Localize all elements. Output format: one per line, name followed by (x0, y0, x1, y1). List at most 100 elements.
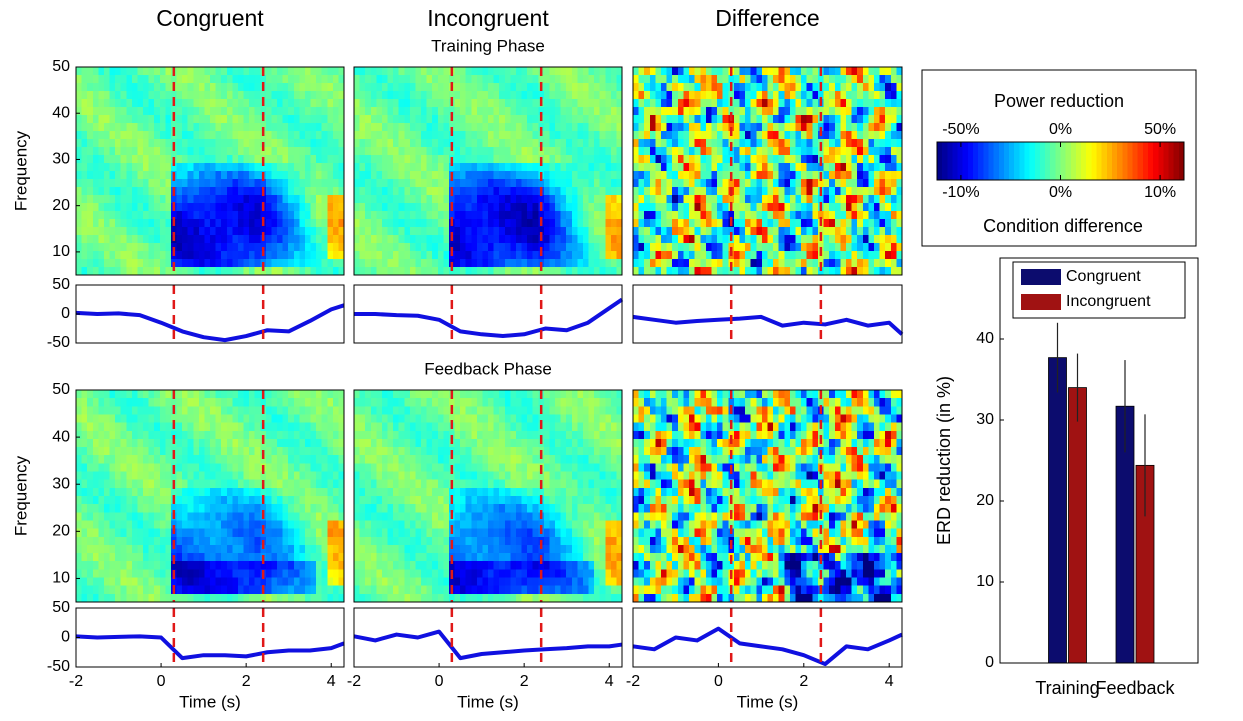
heatmap-cell (566, 107, 572, 116)
heatmap-cell (829, 107, 835, 116)
heatmap-cell (695, 219, 701, 228)
heatmap-cell (365, 179, 371, 188)
heatmap-cell (232, 569, 238, 578)
heatmap-cell (852, 147, 858, 156)
heatmap-cell (227, 235, 233, 244)
heatmap-cell (779, 251, 785, 260)
heatmap-cell (885, 67, 891, 76)
heatmap-cell (393, 235, 399, 244)
heatmap-cell (216, 578, 222, 587)
heatmap-cell (594, 131, 600, 140)
heatmap-cell (305, 488, 311, 497)
heatmap-cell (415, 171, 421, 180)
heatmap-cell (891, 163, 897, 172)
heatmap-cell (661, 251, 667, 260)
heatmap-cell (121, 504, 127, 513)
heatmap-cell (533, 227, 539, 236)
heatmap-cell (288, 496, 294, 505)
heatmap-cell (177, 512, 183, 521)
heatmap-cell (852, 219, 858, 228)
heatmap-cell (177, 115, 183, 124)
heatmap-cell (650, 227, 656, 236)
heatmap-cell (227, 504, 233, 513)
heatmap-cell (93, 496, 99, 505)
heatmap-cell (132, 203, 138, 212)
heatmap-cell (549, 83, 555, 92)
heatmap-cell (835, 179, 841, 188)
heatmap-cell (143, 390, 149, 399)
heatmap-cell (566, 243, 572, 252)
heatmap-cell (768, 267, 774, 276)
heatmap-cell (868, 83, 874, 92)
heatmap-cell (110, 569, 116, 578)
heatmap-cell (371, 139, 377, 148)
heatmap-cell (110, 91, 116, 100)
heatmap-cell (739, 187, 745, 196)
heatmap-cell (880, 155, 886, 164)
heatmap-cell (115, 537, 121, 546)
heatmap-cell (393, 131, 399, 140)
heatmap-cell (577, 203, 583, 212)
heatmap-cell (354, 163, 360, 172)
heatmap-cell (266, 243, 272, 252)
heatmap-cell (762, 243, 768, 252)
heatmap-cell (773, 131, 779, 140)
heatmap-cell (880, 251, 886, 260)
heatmap-cell (110, 187, 116, 196)
heatmap-cell (561, 163, 567, 172)
heatmap-cell (249, 139, 255, 148)
heatmap-cell (499, 211, 505, 220)
heatmap-cell (432, 83, 438, 92)
heatmap-cell (527, 227, 533, 236)
heatmap-cell (605, 211, 611, 220)
heatmap-cell (232, 67, 238, 76)
heatmap-cell (249, 439, 255, 448)
heatmap-cell (115, 463, 121, 472)
heatmap-cell (812, 131, 818, 140)
heatmap-cell (717, 171, 723, 180)
heatmap-cell (182, 537, 188, 546)
heatmap-cell (756, 131, 762, 140)
heatmap-cell (333, 251, 339, 260)
heatmap-cell (149, 267, 155, 276)
heatmap-cell (182, 455, 188, 464)
heatmap-cell (488, 235, 494, 244)
heatmap-cell (266, 569, 272, 578)
heatmap-cell (126, 480, 132, 489)
heatmap-cell (382, 67, 388, 76)
heatmap-cell (210, 139, 216, 148)
heatmap-cell (700, 187, 706, 196)
heatmap-cell (137, 406, 143, 415)
heatmap-cell (499, 107, 505, 116)
heatmap-cell (188, 520, 194, 529)
heatmap-cell (266, 267, 272, 276)
heatmap-cell (427, 203, 433, 212)
heatmap-cell (505, 211, 511, 220)
heatmap-cell (299, 504, 305, 513)
heatmap-cell (149, 131, 155, 140)
heatmap-cell (299, 107, 305, 116)
heatmap-cell (438, 219, 444, 228)
heatmap-cell (322, 227, 328, 236)
heatmap-cell (393, 163, 399, 172)
heatmap-cell (678, 139, 684, 148)
heatmap-cell (689, 163, 695, 172)
heatmap-cell (204, 211, 210, 220)
heatmap-cell (327, 187, 333, 196)
heatmap-cell (527, 187, 533, 196)
heatmap-cell (661, 99, 667, 108)
heatmap-cell (415, 147, 421, 156)
heatmap-cell (177, 243, 183, 252)
heatmap-cell (87, 267, 93, 276)
heatmap-cell (93, 75, 99, 84)
heatmap-cell (605, 155, 611, 164)
heatmap-cell (577, 115, 583, 124)
heatmap-cell (857, 251, 863, 260)
heatmap-cell (790, 131, 796, 140)
heatmap-cell (294, 406, 300, 415)
heatmap-cell (639, 131, 645, 140)
heatmap-cell (432, 131, 438, 140)
heatmap-cell (555, 147, 561, 156)
heatmap-cell (104, 67, 110, 76)
heatmap-cell (779, 123, 785, 132)
